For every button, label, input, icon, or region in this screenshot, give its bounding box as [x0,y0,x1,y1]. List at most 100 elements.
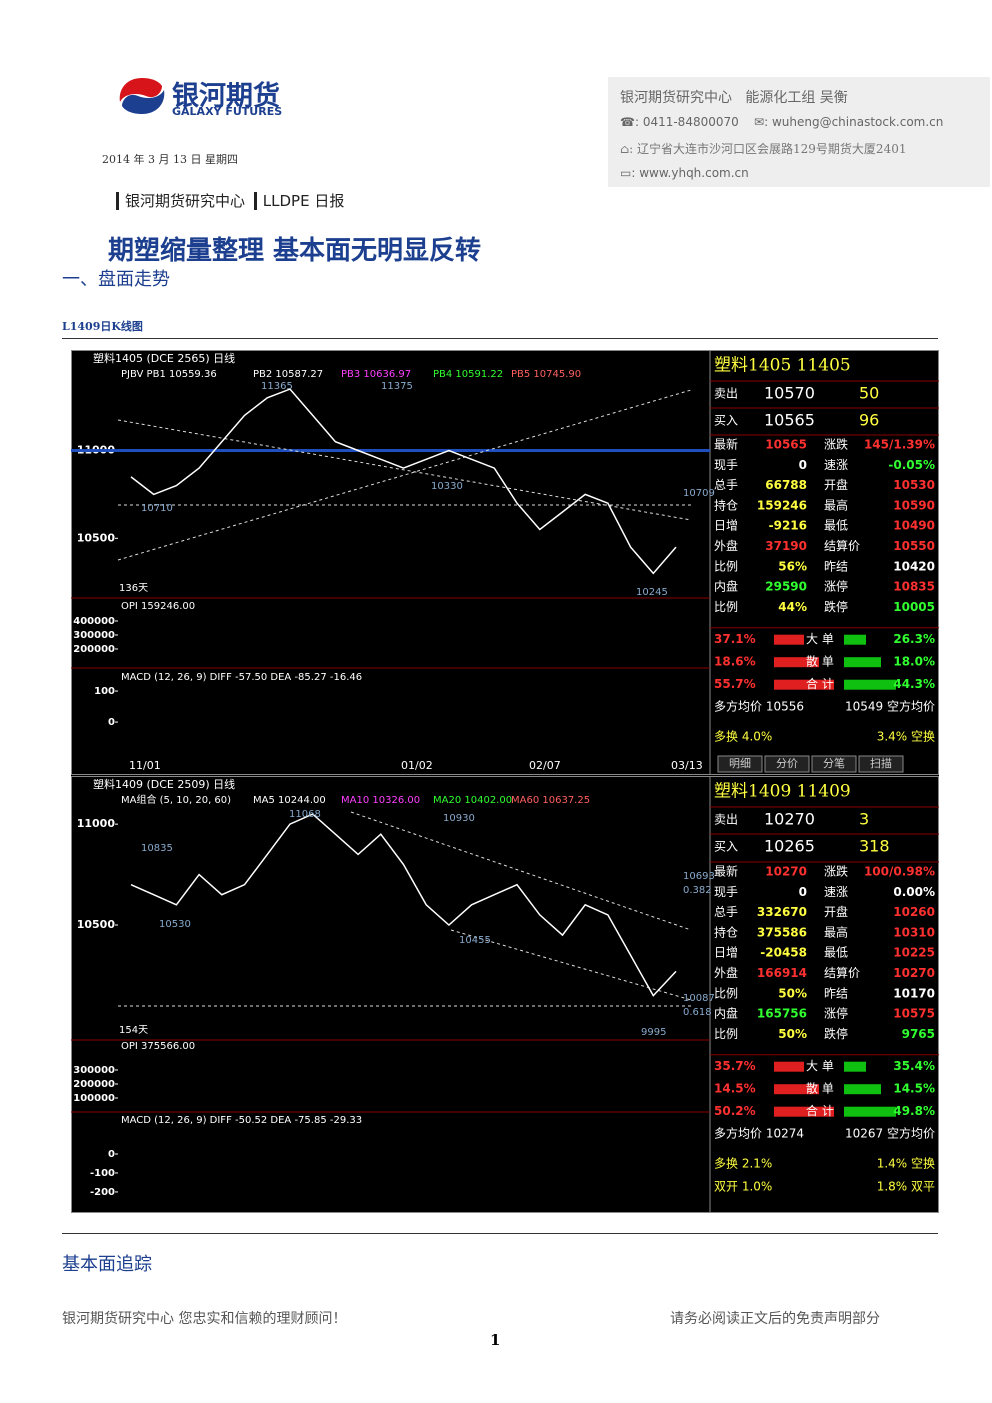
stat-right: 49.8% [893,1104,935,1118]
tab[interactable] [764,755,810,773]
quote-value: 10225 [893,946,935,960]
quote-value: 10005 [893,600,935,614]
chart-frame [71,350,939,775]
quote-label: 跌停 [824,1026,848,1041]
quote-label: 涨停 [824,579,848,594]
stat-label: 大 单 [806,1059,834,1073]
stat-bar [774,1061,804,1072]
quote-value: 9765 [902,1027,935,1041]
indicator: MA20 10402.00 [433,795,512,806]
y-tick-label: 200000 [73,644,115,655]
breadcrumb: 银河期货研究中心 LLDPE 日报 [116,190,345,211]
y-tick-label: 100 [94,686,115,697]
contact-web: www.yhqh.com.cn [639,166,749,180]
stat-bar [774,657,819,668]
tab-label: 扫描 [870,756,892,770]
quote-value: -20458 [760,946,807,960]
quote-label: 最高 [824,497,848,512]
annotation: 154天 [119,1025,148,1036]
indicator: MA5 10244.00 [253,795,326,806]
tab[interactable] [811,755,857,773]
quote-label: 内盘 [714,1006,738,1021]
stat-bar [774,1084,819,1095]
annotation: 10245 [636,587,668,598]
quote-price: 10570 [764,384,815,403]
quote-value: 10260 [893,905,935,919]
y-tick-label: 10500 [77,531,116,544]
stat-label: 散 单 [806,1081,834,1096]
quote-label: 涨停 [824,1006,848,1021]
quote-label: 涨跌 [824,437,848,452]
quote-label: 最高 [824,924,848,939]
trend-line [117,389,692,561]
report-title: 期塑缩量整理 基本面无明显反转 [108,236,482,266]
annotation: 11365 [261,381,293,392]
avg-right: 10549 空方均价 [845,699,935,714]
stat-bar [774,679,834,690]
stat-left: 18.6% [714,655,756,669]
section-heading: 一、盘面走势 [62,269,170,290]
quote-label: 最新 [714,864,738,879]
highlight-band [71,449,710,453]
quote-value: 10565 [765,438,807,452]
stat-label: 合 计 [806,676,834,691]
quote-value: 66788 [765,478,807,492]
y-tick-label: 300000 [73,1065,115,1076]
indicator: MA10 10326.00 [341,795,420,806]
x-tick-label: 02/07 [529,759,561,772]
avg-left: 多方均价 10556 [714,699,804,714]
quote-value: 50% [778,1027,807,1041]
quote-value: 10550 [893,539,935,553]
quote-value: 10575 [893,1007,935,1021]
annotation: 11375 [381,381,413,392]
contact-group: 能源化工组 吴衡 [745,90,848,106]
annotation: 136天 [119,583,148,594]
y-tick-label: 11000 [77,817,116,830]
quote-value: 10270 [893,966,935,980]
quote-label: 总手 [714,478,738,492]
avg-left: 多方均价 10274 [714,1126,804,1141]
x-tick-label: 03/13 [671,759,703,772]
figure-caption: L1409日K线图 [62,320,143,333]
x-tick-label: 11/01 [129,759,161,772]
quote-value: 10590 [893,498,935,512]
y-tick-label: 10500 [77,918,116,931]
quote-label: 速涨 [824,457,848,472]
avg-right: 10267 空方均价 [845,1126,935,1141]
x-tick-label: 01/02 [401,759,433,772]
quote-value: 375586 [757,925,807,939]
price-line [130,813,677,997]
logo-en: GALAXY FUTURES [172,105,283,118]
indicator: PB4 10591.22 [433,369,503,380]
swap-left: 双开 1.0% [714,1180,772,1194]
stat-bar [844,1084,881,1095]
quote-label: 持仓 [714,497,738,512]
quote-value: -9216 [769,519,807,533]
quote-value: 0.00% [893,885,935,899]
y-tick-label: 200000 [73,1079,115,1090]
swap-right: 1.4% 空换 [877,1157,935,1171]
contact-address: 辽宁省大连市沙河口区会展路129号期货大厦2401 [637,142,907,156]
stat-bar [774,634,804,645]
stat-bar [844,679,896,690]
annotation: 10330 [431,481,463,492]
stat-right: 35.4% [893,1059,935,1073]
tab[interactable] [717,755,763,773]
footer-right: 请务必阅读正文后的免责声明部分 [670,1311,880,1327]
indicator: MA组合 (5, 10, 20, 60) [121,793,231,806]
quote-value: 10170 [893,986,935,1000]
quote-value: 332670 [757,905,807,919]
tab-label: 分价 [776,757,798,770]
quote-label: 结算价 [824,965,860,980]
stat-bar [844,657,881,668]
quote-value: 50% [778,986,807,1000]
quote-label: 最新 [714,437,738,452]
contact-phone: 0411-84800070 [642,115,739,129]
quote-value: 10835 [893,580,935,594]
swap-left: 多换 2.1% [714,1157,772,1171]
tab[interactable] [858,755,904,773]
swap-right: 1.8% 双平 [877,1180,935,1194]
quote-value: 10420 [893,559,935,573]
quote-label: 日增 [714,519,738,533]
